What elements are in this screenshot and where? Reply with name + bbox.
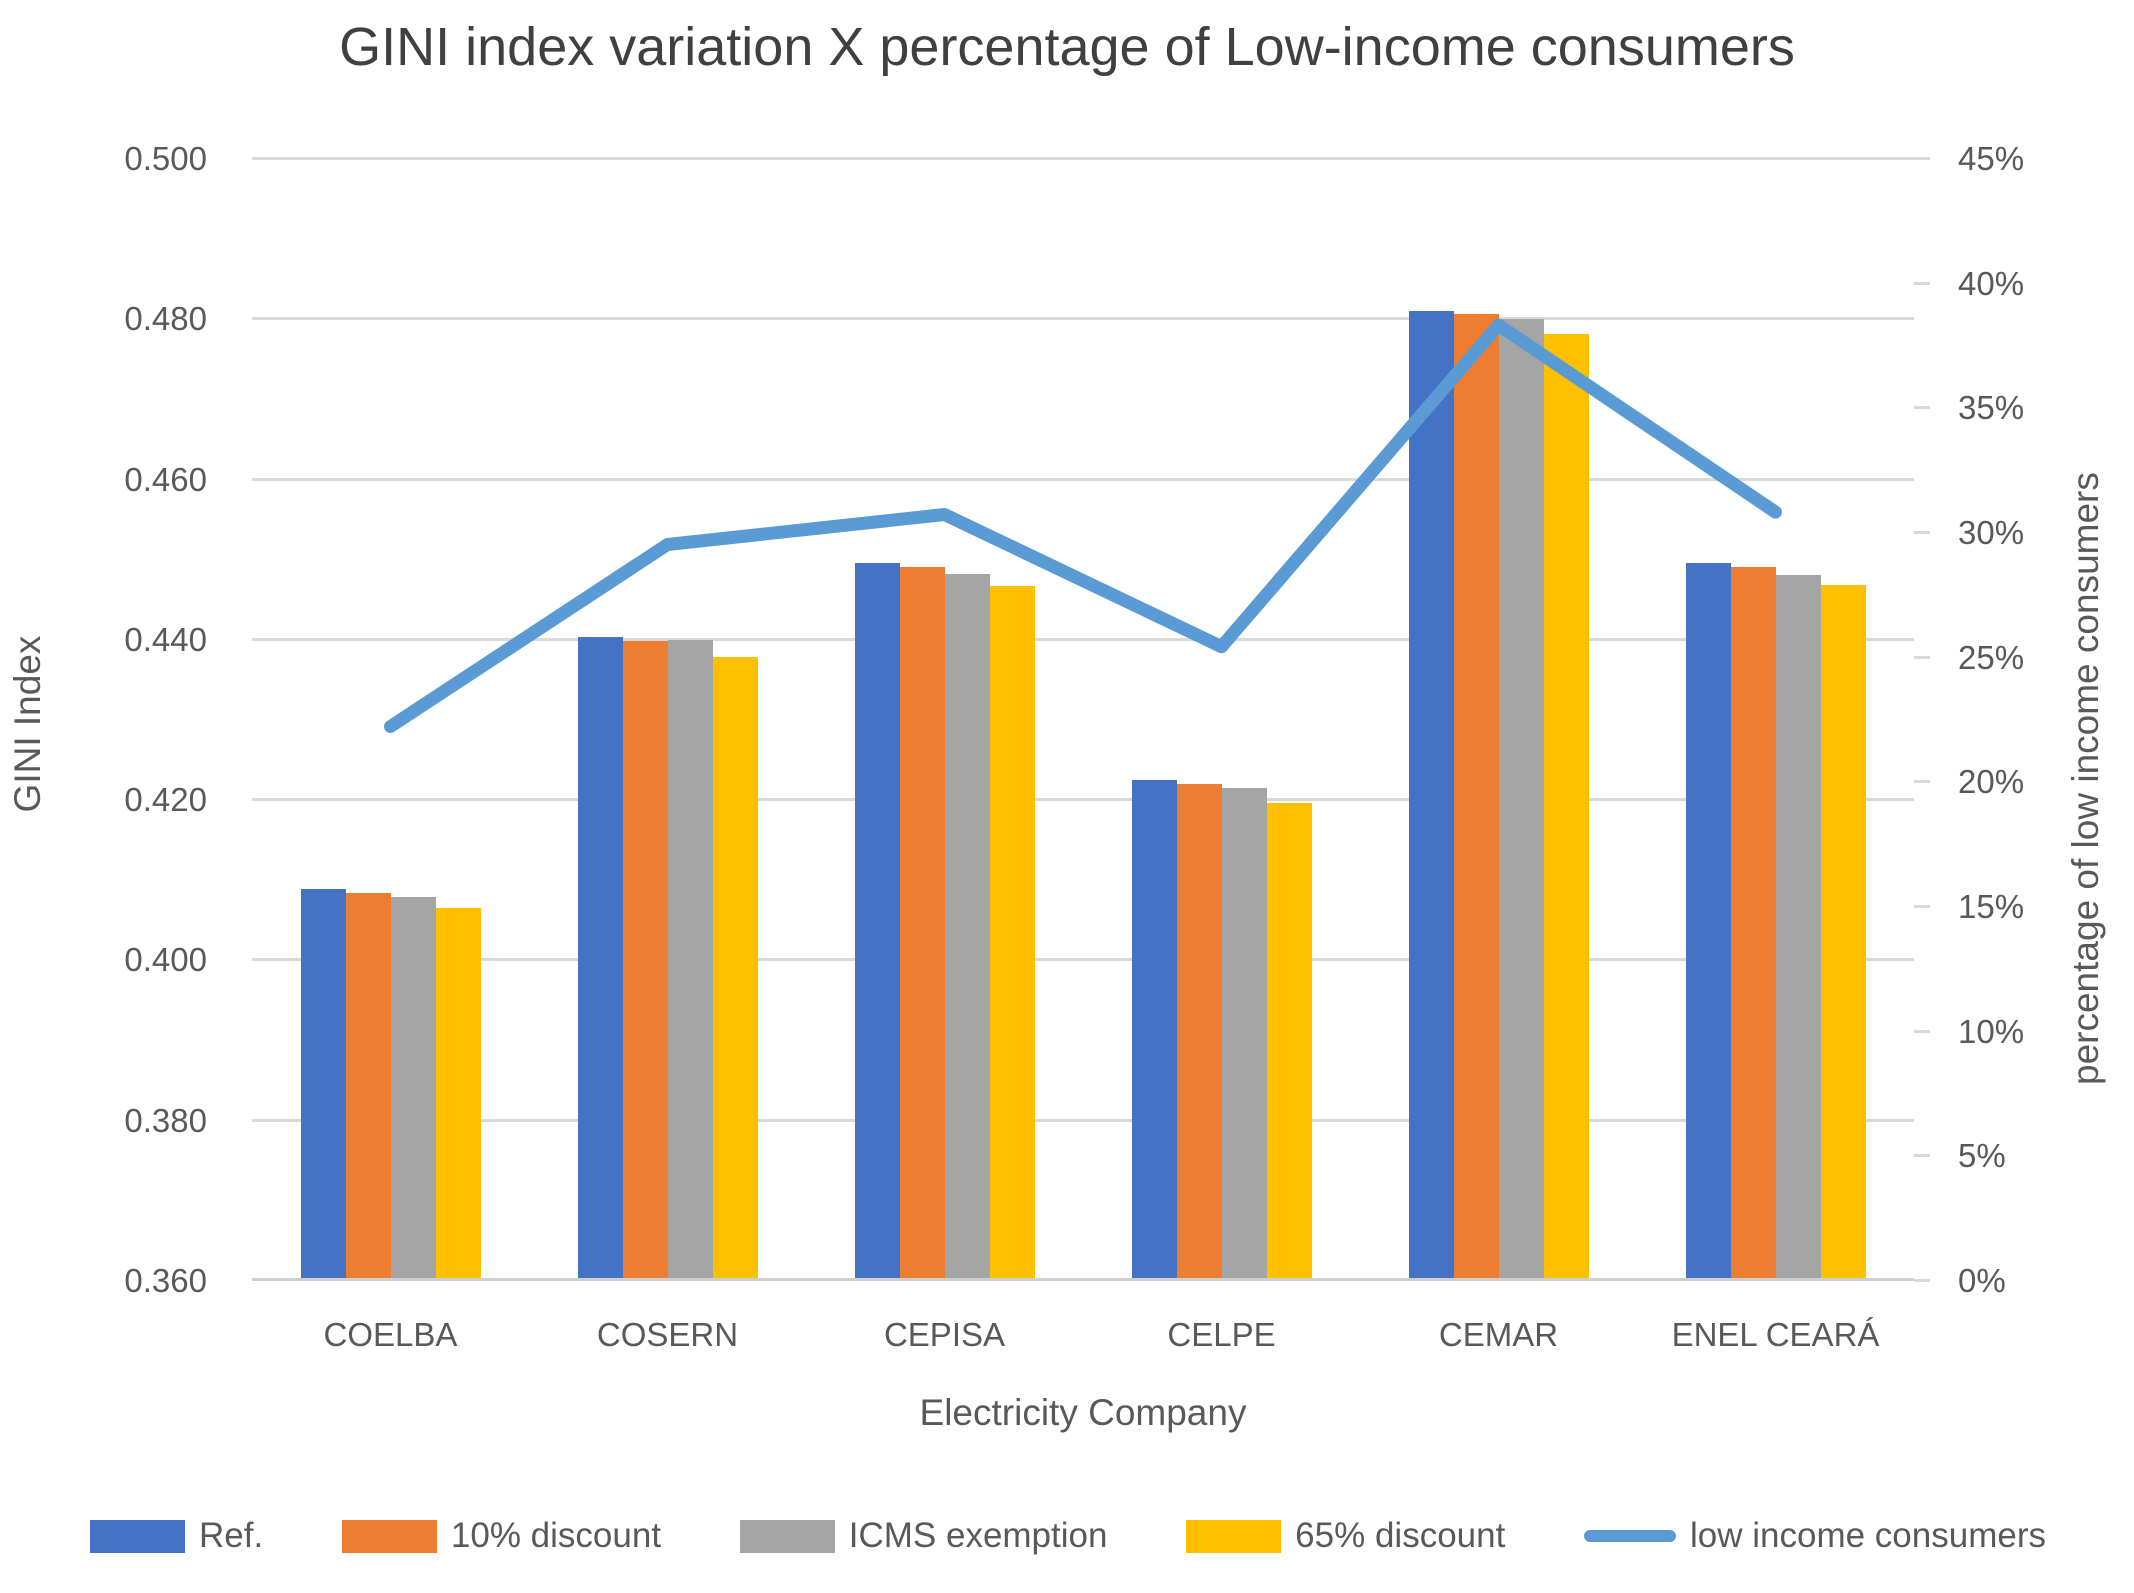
- right-axis-tick-label: 20%: [1958, 763, 2025, 801]
- left-axis-tick-label: 0.360: [124, 1262, 207, 1299]
- legend-item-65-discount: 65% discount: [1186, 1516, 1505, 1556]
- legend-label: 65% discount: [1295, 1516, 1506, 1555]
- bar-10-discount: [1730, 566, 1776, 1280]
- bar-icms-exemption: [944, 573, 990, 1280]
- bar-10-discount: [1176, 783, 1222, 1280]
- bar-icms-exemption: [1775, 574, 1821, 1280]
- bar-icms-exemption: [667, 640, 713, 1280]
- right-axis-tick-mark: [1914, 157, 1930, 160]
- legend-item-icms-exemption: ICMS exemption: [739, 1516, 1108, 1556]
- bar-65-discount: [1266, 803, 1312, 1280]
- gridline: [252, 1118, 1914, 1122]
- bar-65-discount: [1543, 334, 1589, 1280]
- bar-ref-: [577, 637, 623, 1280]
- category-label-cemar: CEMAR: [1438, 1316, 1559, 1353]
- right-axis-tick-label: 40%: [1958, 264, 2025, 302]
- legend-item-10-discount: 10% discount: [341, 1516, 662, 1556]
- bar-10-discount: [899, 566, 945, 1280]
- right-axis-tick-mark: [1914, 655, 1930, 659]
- legend-label: 10% discount: [450, 1516, 662, 1555]
- left-axis-tick-label: 0.440: [124, 620, 207, 658]
- bar-65-discount: [1820, 585, 1866, 1280]
- category-label-cosern: COSERN: [596, 1316, 739, 1353]
- category-label-celpe: CELPE: [1167, 1316, 1276, 1353]
- right-axis-tick-mark: [1914, 1154, 1930, 1158]
- right-axis-tick-label: 35%: [1958, 389, 2025, 427]
- bar-65-discount: [989, 585, 1035, 1280]
- right-axis-tick-label: 0%: [1958, 1262, 2006, 1299]
- bar-group-enel-cear-: [1637, 158, 1914, 1280]
- bar-ref-: [300, 888, 346, 1280]
- right-axis-tick-label: 5%: [1958, 1137, 2006, 1175]
- x-axis-title: Electricity Company: [919, 1392, 1247, 1433]
- left-axis-tick-label: 0.420: [124, 781, 207, 819]
- gridline: [252, 477, 1914, 481]
- left-axis-tick-label: 0.480: [124, 300, 207, 338]
- gridline: [252, 637, 1914, 641]
- plot-area: [252, 157, 1914, 1281]
- gridline: [252, 958, 1914, 962]
- x-axis-line: [252, 1278, 1914, 1281]
- left-axis-tick-label: 0.460: [124, 460, 207, 498]
- right-axis-tick-mark: [1914, 1279, 1930, 1282]
- bar-10-discount: [622, 641, 668, 1280]
- legend-line-swatch-icon: [1584, 1530, 1677, 1542]
- bar-ref-: [1408, 311, 1454, 1280]
- right-axis-tick-mark: [1914, 905, 1930, 908]
- bar-ref-: [1131, 779, 1177, 1280]
- left-axis-tick-label: 0.400: [124, 941, 207, 979]
- legend-label: low income consumers: [1690, 1516, 2046, 1555]
- right-axis-tick-label: 15%: [1958, 888, 2025, 925]
- bar-10-discount: [1453, 314, 1499, 1280]
- bar-group-celpe: [1083, 158, 1360, 1280]
- legend-swatch-icon: [341, 1519, 437, 1553]
- gridline: [252, 798, 1914, 802]
- category-label-coelba: COELBA: [323, 1316, 458, 1353]
- category-label-cepisa: CEPISA: [883, 1316, 1006, 1353]
- gridline: [252, 317, 1914, 321]
- bar-10-discount: [345, 892, 391, 1280]
- category-labels: COELBA COSERN CEPISA CELPE CEMAR ENEL CEARÁ: [252, 1316, 1914, 1354]
- right-axis-tick-label: 10%: [1958, 1012, 2025, 1050]
- left-axis-tick-label: 0.500: [124, 140, 207, 177]
- legend-label: Ref.: [199, 1516, 264, 1555]
- legend: Ref. 10% discount ICMS exemption 65% discou…: [90, 1516, 2046, 1556]
- bar-group-cepisa: [806, 158, 1083, 1280]
- bar-group-cemar: [1360, 158, 1637, 1280]
- chart-title: GINI index variation X percentage of Low…: [339, 17, 1795, 77]
- legend-swatch-icon: [739, 1519, 835, 1553]
- legend-label: ICMS exemption: [848, 1516, 1108, 1555]
- legend-swatch-icon: [90, 1519, 185, 1553]
- right-axis-tick-mark: [1914, 406, 1930, 410]
- legend-item-ref-: Ref.: [90, 1516, 263, 1556]
- category-label-enel-cear-: ENEL CEARÁ: [1671, 1316, 1880, 1353]
- bar-icms-exemption: [1498, 319, 1544, 1280]
- legend-swatch-icon: [1186, 1519, 1282, 1553]
- right-axis-tick-label: 45%: [1958, 140, 2025, 177]
- right-axis-tick-mark: [1914, 1029, 1930, 1033]
- bar-65-discount: [712, 657, 758, 1280]
- bar-group-cosern: [529, 158, 806, 1280]
- bar-ref-: [1685, 562, 1731, 1280]
- line-series-layer: [384, 318, 1782, 733]
- gridline: [252, 157, 1914, 160]
- right-axis-tick-label: 25%: [1958, 638, 2025, 676]
- right-axis-tick-label: 30%: [1958, 514, 2025, 551]
- bars-layer: [252, 158, 1914, 1280]
- left-axis-title: GINI Index: [7, 635, 48, 813]
- bar-icms-exemption: [1221, 787, 1267, 1280]
- line-low-income-consumers: [384, 318, 1782, 733]
- bar-65-discount: [435, 908, 481, 1280]
- right-axis-tick-mark: [1914, 780, 1930, 784]
- legend-item-low-income-consumers: low income consumers: [1584, 1516, 2046, 1556]
- bar-icms-exemption: [390, 896, 436, 1280]
- right-axis-tick-mark: [1914, 531, 1930, 534]
- bar-ref-: [854, 562, 900, 1280]
- bar-group-coelba: [252, 158, 529, 1280]
- right-axis-tick-mark: [1914, 281, 1930, 285]
- left-axis-tick-label: 0.380: [124, 1101, 207, 1139]
